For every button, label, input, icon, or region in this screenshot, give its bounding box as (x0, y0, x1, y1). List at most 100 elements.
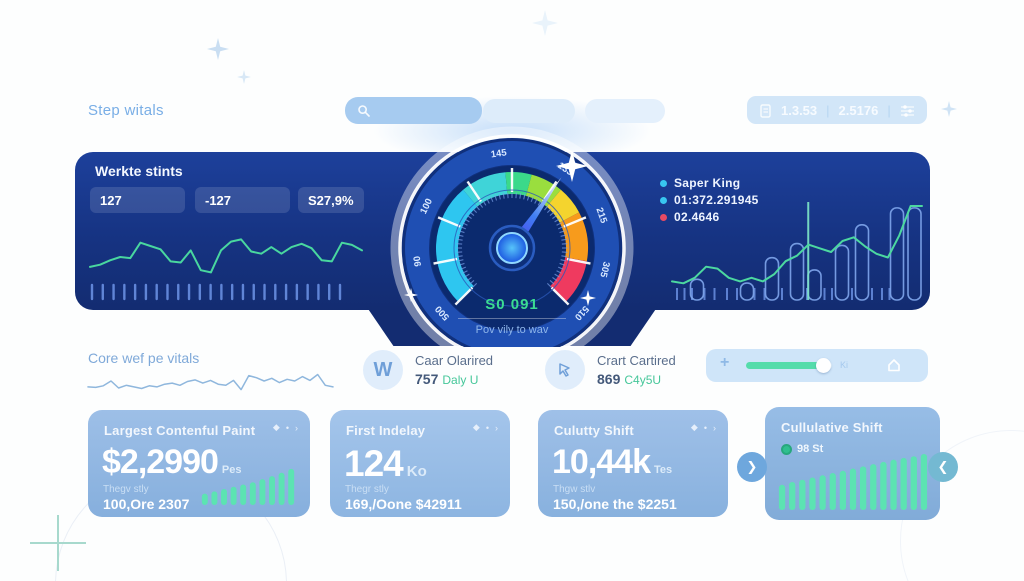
legend-label: 01:372.291945 (674, 193, 759, 207)
dot-icon[interactable]: • (285, 422, 289, 433)
card-value: $2,2990 Pes (102, 443, 241, 482)
stat-number: 757 (415, 371, 439, 387)
card-mini-bars (201, 468, 295, 505)
carousel-next-button[interactable]: ❯ (737, 452, 767, 482)
clipboard-icon (760, 103, 771, 118)
legend-dot-icon (660, 179, 667, 187)
diamond-icon[interactable]: ◆ (472, 422, 480, 432)
legend-label: Saper King (674, 176, 741, 190)
chevron-right-icon: ❯ (746, 459, 758, 474)
value-number: 10,44k (552, 443, 651, 481)
stat-value: 757 Daly U (415, 371, 493, 387)
metric-card-cumulative[interactable]: Cullulative Shift 98 St (765, 407, 940, 520)
gauge-value: S0 091 (485, 296, 539, 313)
card-subvalue: 169,/Oone $42911 (345, 496, 462, 512)
sliders-icon[interactable] (900, 104, 915, 117)
value-unit: Tes (654, 464, 673, 476)
filter-pill[interactable] (585, 99, 665, 123)
slider-track[interactable] (746, 358, 832, 373)
pointer-icon (559, 363, 570, 377)
card-menu[interactable]: ◆ • › (691, 422, 716, 433)
stat-chip: S27,9% (298, 187, 364, 213)
card-menu[interactable]: ◆ • › (473, 422, 498, 433)
svg-text:90: 90 (412, 255, 424, 267)
svg-text:145: 145 (490, 147, 508, 160)
range-slider[interactable]: + Ki (706, 349, 928, 382)
legend-item: 01:372.291945 (660, 193, 759, 207)
chevron-right-icon[interactable]: › (295, 422, 298, 433)
card-title: Cullulative Shift (781, 420, 883, 435)
value-number: 124 (344, 443, 404, 484)
card-value: 10,44k Tes (552, 443, 672, 482)
stat-item: Crart Cartired 869 C4y5U (545, 350, 676, 390)
pointer-avatar (545, 350, 585, 390)
stat-chip: 127 (90, 187, 185, 213)
panel-title: Werkte stints (95, 163, 183, 179)
letter-avatar: W (363, 350, 403, 390)
chevron-left-icon: ❮ (937, 459, 949, 474)
right-bar-chart (671, 202, 923, 301)
dot-icon[interactable]: • (703, 422, 707, 433)
value-number: $2,2990 (102, 443, 219, 481)
sparkle-icon (237, 70, 251, 84)
metric-card-fid[interactable]: First Indelay ◆ • › 124 Ko Thegr stly 169… (330, 410, 510, 517)
chevron-right-icon[interactable]: › (495, 422, 498, 433)
legend-label: 02.4646 (674, 210, 720, 224)
sparkle-icon (207, 38, 229, 60)
diamond-icon[interactable]: ◆ (272, 422, 280, 432)
gauge-caption: Pov vily to wav (475, 324, 549, 336)
search-input[interactable] (345, 97, 482, 124)
panel-sparkline-chart (89, 238, 363, 274)
card-title: First Indelay (346, 423, 426, 438)
slider-knob[interactable] (816, 358, 832, 373)
stat-title: Caar Olarired (415, 353, 494, 368)
plus-decor-icon (57, 515, 59, 571)
green-dot-icon (781, 443, 792, 455)
card-subvalue: 100,Ore 2307 (103, 496, 190, 512)
speed-gauge: 500 90 100 145 133 215 305 510 (382, 118, 642, 347)
sparkle-icon (532, 10, 558, 36)
status-badge: 98 St (781, 443, 823, 455)
card-title: Largest Contenful Paint (104, 423, 256, 438)
svg-text:305: 305 (597, 260, 611, 279)
dot-icon[interactable]: • (485, 422, 489, 433)
separator: | (887, 102, 891, 118)
card-subvalue: 150,/one the $2251 (553, 496, 677, 512)
chevron-right-icon[interactable]: › (713, 422, 716, 433)
panel-ticks-chart (90, 283, 342, 301)
sparkle-icon (941, 101, 957, 117)
stat-title: Crart Cartired (597, 353, 676, 368)
legend-item: Saper King (660, 176, 740, 190)
metric-card-lcp[interactable]: Largest Contenful Paint ◆ • › $2,2990 Pes… (88, 410, 310, 517)
stat-unit: Daly U (442, 373, 479, 387)
section-title: Core wef pe vitals (88, 350, 200, 366)
vitals-sparkline-chart (87, 373, 334, 391)
legend-dot-icon (660, 213, 667, 221)
card-subtitle: Thegr stly (345, 484, 389, 495)
avatar-letter: W (373, 358, 393, 381)
card-menu[interactable]: ◆ • › (273, 422, 298, 433)
carousel-prev-button[interactable]: ❮ (928, 452, 958, 482)
stat-chip: -127 (195, 187, 290, 213)
plus-icon[interactable]: + (720, 354, 730, 371)
home-icon[interactable] (886, 357, 902, 373)
divider (458, 318, 566, 319)
metric-card-shift[interactable]: Culutty Shift ◆ • › 10,44k Tes Thgw stlv … (538, 410, 728, 517)
value-unit: Pes (221, 464, 242, 476)
legend-dot-icon (660, 196, 667, 204)
version-pill[interactable]: 1.3.53 | 2.5176 | (747, 96, 927, 124)
card-title: Culutty Shift (554, 423, 634, 438)
diamond-icon[interactable]: ◆ (690, 422, 698, 432)
filter-pill[interactable] (483, 99, 575, 123)
svg-text:215: 215 (593, 206, 609, 225)
value-unit: Ko (406, 463, 427, 480)
card-subtitle: Thegv stly (103, 484, 149, 495)
page-title: Step witals (88, 102, 164, 119)
card-subtitle: Thgw stlv (553, 484, 596, 495)
version-a: 1.3.53 (781, 102, 818, 118)
legend-item: 02.4646 (660, 210, 719, 224)
card-mini-bars (778, 454, 928, 510)
search-icon (358, 104, 370, 117)
